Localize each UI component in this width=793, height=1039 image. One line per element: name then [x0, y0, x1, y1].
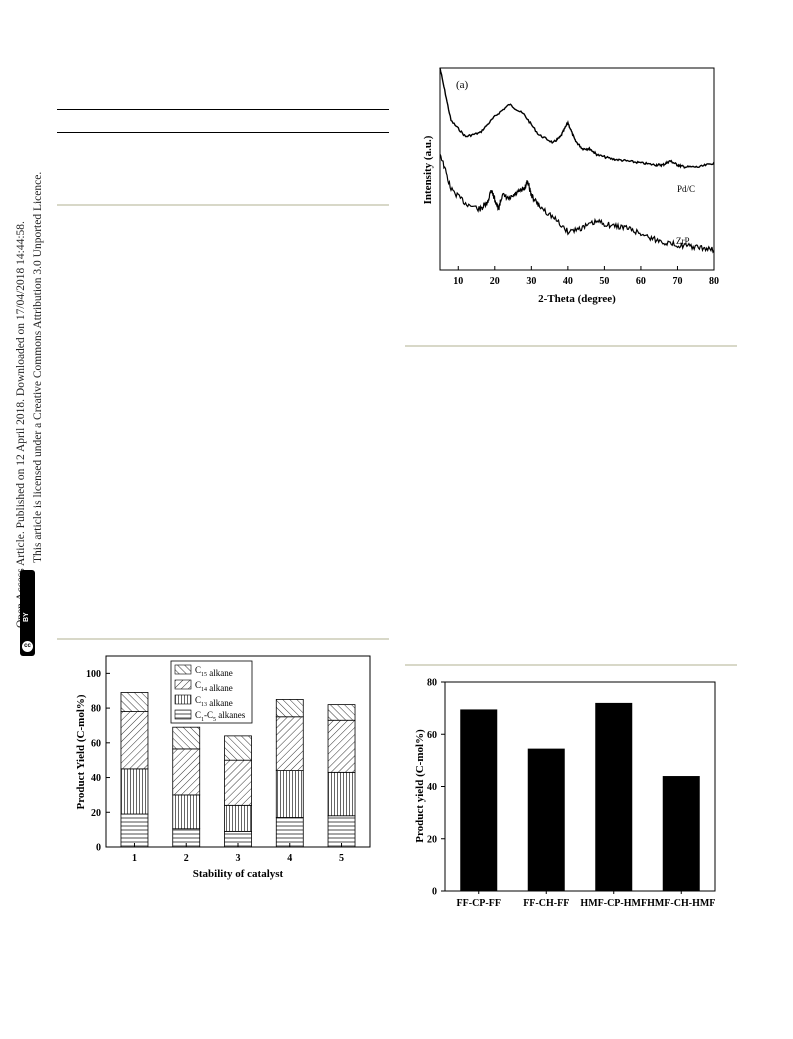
stack-segment [327, 815, 356, 848]
bar [595, 702, 633, 891]
series-label-zrp: ZrP [676, 236, 690, 246]
cc-logo-icon: cc [21, 640, 34, 653]
section-divider [405, 664, 737, 666]
legend-label: C1-C5 alkanes [195, 710, 246, 723]
y-tick-label: 80 [91, 704, 101, 715]
xrd-plot-frame [439, 67, 715, 271]
stack-segment [172, 726, 201, 750]
x-tick-label: 1 [132, 853, 137, 864]
x-tick-label: HMF-CH-HMF [647, 898, 715, 909]
x-tick-label: 2 [184, 853, 189, 864]
series-line-zrp [439, 153, 715, 254]
y-tick-label: 20 [427, 834, 437, 845]
y-tick-label: 40 [91, 773, 101, 784]
legend-box [170, 660, 253, 724]
stack-segment [172, 748, 201, 796]
bar [662, 776, 700, 891]
stack-segment [275, 699, 304, 718]
stack-segment [224, 759, 252, 806]
section-divider [405, 345, 737, 347]
x-axis-label: Stability of catalyst [193, 868, 284, 880]
legend-swatch [174, 664, 192, 675]
stack-segment [224, 804, 252, 832]
x-tick-label: HMF-CP-HMF [580, 898, 647, 909]
y-tick-label: 60 [427, 730, 437, 741]
y-tick-label: 80 [427, 678, 437, 689]
published-line: Open Access Article. Published on 12 Apr… [15, 221, 27, 628]
stack-segment [172, 828, 201, 848]
x-tick-label: 60 [636, 276, 646, 287]
stack-segment [327, 771, 356, 817]
y-tick-label: 100 [86, 669, 101, 680]
legend-swatch [174, 709, 192, 720]
panel-label: (a) [456, 79, 469, 91]
x-tick-label: 70 [672, 276, 682, 287]
series-line-pd-c [439, 67, 715, 169]
stack-segment [172, 794, 201, 830]
x-tick-label: 40 [563, 276, 573, 287]
stack-segment [120, 768, 149, 815]
license-line[interactable]: This article is licensed under a Creativ… [32, 171, 44, 563]
stack-segment [327, 719, 356, 773]
stack-segment [327, 704, 356, 721]
stacked-plot-frame [105, 655, 371, 848]
y-tick-label: 0 [432, 887, 437, 898]
bar [460, 709, 498, 891]
stack-segment [275, 817, 304, 848]
x-tick-label: FF-CP-FF [457, 898, 501, 909]
x-axis-label: 2-Theta (degree) [538, 293, 616, 305]
legend-label: C13 alkane [195, 695, 233, 708]
y-axis-label: Product Yield (C-mol%) [75, 694, 87, 809]
stack-segment [120, 692, 149, 712]
legend-label: C15 alkane [195, 665, 233, 678]
legend-swatch [174, 694, 192, 705]
stack-segment [224, 830, 252, 848]
cc-by-badge-icon[interactable]: BY cc [20, 570, 35, 656]
x-tick-label: 20 [490, 276, 500, 287]
y-tick-label: 40 [427, 782, 437, 793]
x-tick-label: 10 [453, 276, 463, 287]
stack-segment [120, 813, 149, 848]
y-tick-label: 20 [91, 808, 101, 819]
section-divider [57, 638, 389, 640]
table-bottom-rule [57, 132, 389, 133]
legend-swatch [174, 679, 192, 690]
stack-segment [120, 711, 149, 770]
stack-segment [275, 716, 304, 771]
series-label-pd-c: Pd/C [677, 184, 695, 194]
x-tick-label: 3 [236, 853, 241, 864]
section-divider [57, 204, 389, 206]
stack-segment [275, 770, 304, 818]
x-tick-label: 5 [339, 853, 344, 864]
x-tick-label: 4 [287, 853, 292, 864]
y-tick-label: 60 [91, 738, 101, 749]
x-tick-label: 50 [599, 276, 609, 287]
x-tick-label: 80 [709, 276, 719, 287]
y-axis-label: Intensity (a.u.) [422, 135, 434, 204]
license-sidebar: Open Access Article. Published on 12 Apr… [0, 0, 50, 1039]
x-tick-label: FF-CH-FF [523, 898, 569, 909]
table-top-rule [57, 109, 389, 110]
bar [527, 748, 565, 891]
y-axis-label: Product yield (C-mol%) [414, 729, 426, 843]
x-tick-label: 30 [526, 276, 536, 287]
y-tick-label: 0 [96, 843, 101, 854]
stack-segment [224, 735, 252, 761]
yield-plot-frame [444, 681, 716, 892]
legend-label: C14 alkane [195, 680, 233, 693]
by-label: BY [23, 612, 30, 622]
